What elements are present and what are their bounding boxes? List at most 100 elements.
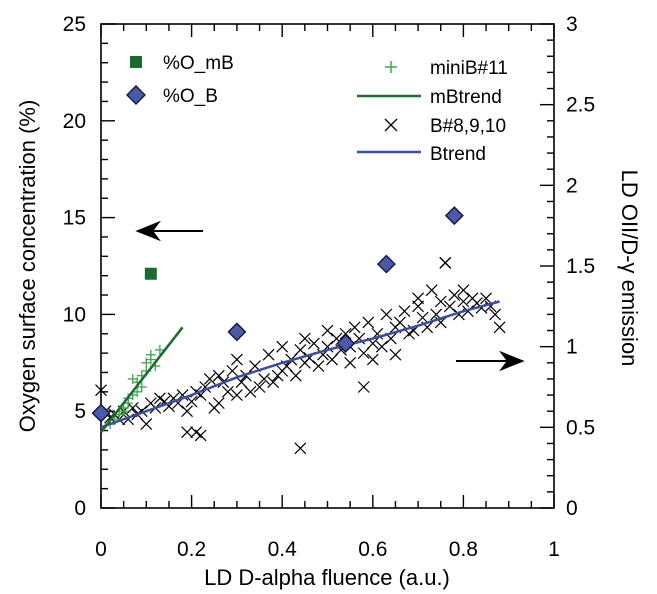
b-cross-point — [443, 300, 456, 313]
x-tick-label: 0.4 — [268, 538, 298, 561]
b-cross-point — [416, 311, 429, 324]
b-cross-point — [398, 305, 411, 318]
y-axis-title: Oxygen surface concentration (%) — [15, 100, 40, 433]
omb-square-point — [144, 267, 157, 280]
y2-tick-label: 0.5 — [566, 416, 595, 439]
x-tick-label: 0.2 — [177, 538, 206, 561]
legend-marker-ob-diamond — [126, 85, 146, 105]
legend-label-minib: miniB#11 — [430, 58, 508, 79]
minib-plus-point — [145, 349, 156, 360]
b-cross-point — [244, 385, 257, 398]
b-cross-point — [294, 442, 307, 455]
legend-label-ob: %O_B — [163, 86, 218, 107]
x-tick-label: 0.8 — [449, 538, 478, 561]
b-cross-point — [212, 397, 225, 410]
b-cross-point — [95, 384, 107, 397]
y2-tick-label: 3 — [566, 13, 578, 36]
y-tick-label: 20 — [63, 110, 86, 133]
data-marks — [91, 206, 506, 455]
ob-diamond-point — [227, 322, 247, 342]
x-tick-label: 0.6 — [358, 538, 387, 561]
legend-label-b: B#8,9,10 — [430, 116, 506, 137]
b-cross-point — [226, 364, 239, 377]
b-cross-point — [194, 429, 207, 442]
y-tick-label: 0 — [74, 497, 86, 520]
b-cross-point — [307, 337, 320, 350]
y2-tick-label: 1 — [566, 336, 578, 359]
b-cross-point — [126, 402, 139, 414]
b-cross-point — [212, 369, 225, 382]
y-tick-label: 25 — [63, 13, 86, 36]
y2-tick-label: 1.5 — [566, 255, 595, 278]
b-cross-point — [448, 289, 461, 301]
b-cross-point — [412, 292, 425, 305]
b-cross-point — [230, 353, 243, 366]
b-cross-point — [298, 332, 311, 345]
b-cross-point — [362, 316, 375, 329]
b-cross-point — [366, 353, 379, 366]
b-cross-point — [230, 389, 243, 401]
b-cross-point — [348, 321, 361, 334]
b-cross-point — [439, 256, 452, 269]
btrend-line — [100, 300, 500, 429]
b-cross-point — [253, 381, 266, 393]
x-axis-title: LD D-alpha fluence (a.u.) — [204, 565, 450, 590]
y2-axis-title: LD OII/D-γ emission — [617, 170, 642, 367]
b-cross-point — [389, 348, 402, 361]
b-cross-point — [457, 295, 470, 308]
b-cross-point — [221, 385, 234, 398]
b-cross-point — [339, 327, 352, 340]
b-cross-point — [235, 376, 248, 389]
b-cross-point — [425, 284, 438, 297]
axis-ticks — [100, 23, 555, 509]
x-tick-label: 1 — [548, 538, 560, 561]
ob-diamond-point — [444, 206, 464, 226]
legend-marker-omb-square — [130, 56, 142, 68]
b-cross-point — [394, 316, 406, 329]
b-cross-point — [434, 295, 447, 308]
b-cross-point — [262, 348, 275, 361]
minib-plus-point — [136, 382, 147, 392]
b-cross-point — [294, 343, 307, 356]
legend-marker-b-cross — [384, 118, 398, 132]
b-cross-point — [480, 292, 492, 305]
legend-marker-minib-plus — [385, 61, 397, 73]
b-cross-point — [380, 308, 393, 321]
b-cross-point — [312, 360, 325, 372]
mbtrend-line — [100, 326, 184, 433]
ob-diamond-point — [91, 403, 111, 423]
y-tick-label: 10 — [63, 303, 86, 326]
y2-tick-label: 2 — [566, 174, 578, 197]
b-cross-point — [344, 356, 357, 369]
b-cross-point — [181, 426, 193, 439]
b-cross-point — [375, 340, 388, 353]
b-cross-point — [357, 347, 370, 360]
right-axis-arrow — [456, 350, 525, 372]
b-cross-point — [357, 381, 370, 393]
b-cross-point — [181, 405, 193, 418]
legend-label-mbtrend: mBtrend — [430, 87, 502, 108]
left-axis-arrow — [135, 220, 203, 242]
b-cross-point — [457, 284, 470, 297]
legend-label-omb: %O_mB — [163, 53, 234, 74]
ob-diamond-point — [376, 254, 396, 274]
x-tick-label: 0 — [95, 538, 107, 561]
b-cross-point — [489, 308, 502, 321]
y-tick-label: 5 — [74, 400, 86, 423]
b-cross-point — [289, 369, 302, 382]
b-cross-point — [185, 395, 198, 408]
ob-diamond-point — [336, 333, 356, 353]
y2-tick-label: 0 — [566, 497, 578, 520]
b-cross-point — [493, 321, 506, 334]
minib-plus-point — [118, 406, 129, 417]
y-tick-label: 15 — [63, 207, 86, 230]
b-cross-point — [326, 353, 338, 366]
minib-plus-point — [154, 344, 165, 355]
b-cross-point — [140, 418, 153, 431]
b-cross-point — [276, 340, 289, 353]
legend: %O_mB %O_B miniB#11 mBtrend B#8,9,10 Btr… — [126, 53, 508, 165]
b-cross-point — [267, 376, 280, 389]
legend-label-btrend: Btrend — [430, 144, 486, 165]
